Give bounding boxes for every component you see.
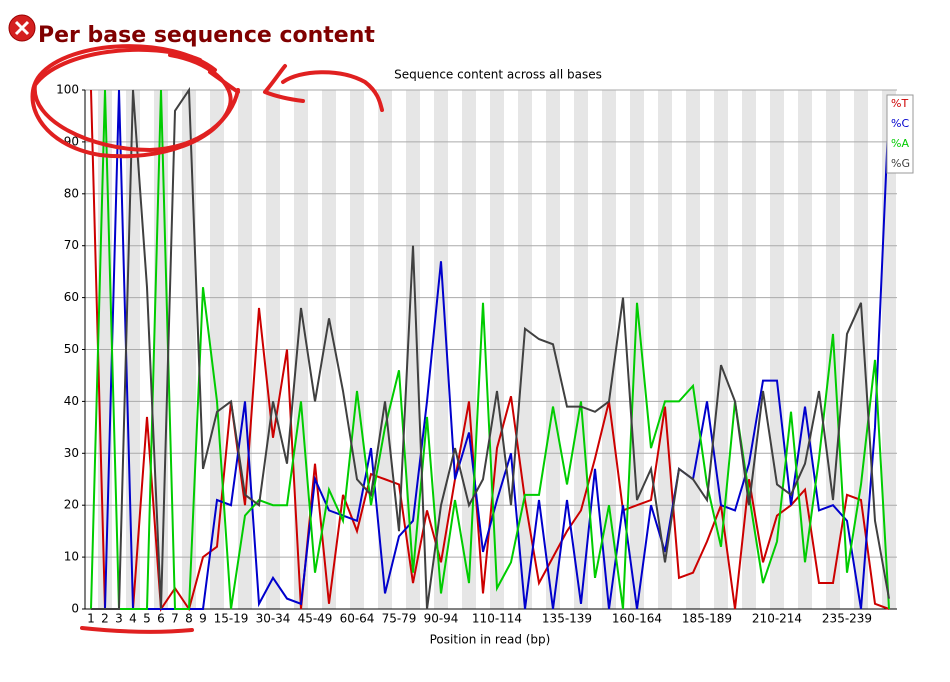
x-axis-label: Position in read (bp)	[430, 633, 551, 647]
x-tick-label: 210-214	[752, 612, 802, 626]
x-tick-label: 3	[115, 612, 123, 626]
legend-label: %T	[891, 97, 908, 110]
x-tick-label: 1	[87, 612, 95, 626]
annotation-arrow	[281, 70, 384, 112]
y-tick-label: 100	[56, 83, 79, 97]
y-tick-label: 80	[64, 186, 79, 200]
legend-box	[886, 94, 914, 174]
series-line	[90, 89, 890, 610]
annotation-circle	[32, 47, 240, 153]
series-line	[90, 89, 890, 612]
x-tick-label: 60-64	[340, 612, 375, 626]
x-tick-label: 75-79	[382, 612, 417, 626]
y-tick-label: 0	[71, 602, 79, 616]
plot: 1 2 3 4 5 6 7 8 9 15-19 30-34 45-49 60-64 75-79 90-94 1…	[56, 83, 897, 626]
chart-title: Sequence content across all bases	[394, 68, 602, 82]
x-tick-label: 7	[171, 612, 179, 626]
x-tick-label: 110-114	[472, 612, 522, 626]
y-tick-label: 60	[64, 290, 79, 304]
x-tick-label: 135-139	[542, 612, 592, 626]
annotation-underline	[80, 626, 194, 634]
series-line	[91, 86, 890, 610]
x-tick-label: 235-239	[822, 612, 872, 626]
x-tick-label: 185-189	[682, 612, 732, 626]
legend-label: %A	[891, 137, 909, 150]
x-tick-label: 4	[129, 612, 137, 626]
y-tick-label: 50	[64, 342, 79, 356]
annotation-circle	[30, 44, 233, 159]
annotations	[30, 44, 384, 634]
x-tick-label: 9	[199, 612, 207, 626]
y-tick-label: 40	[64, 394, 79, 408]
annotation-arrow	[263, 64, 305, 103]
y-tick-label: 30	[64, 446, 79, 460]
y-tick-label: 70	[64, 238, 79, 252]
y-tick-label: 10	[64, 550, 79, 564]
x-tick-label: 30-34	[256, 612, 291, 626]
x-tick-label: 45-49	[298, 612, 333, 626]
x-tick-label: 90-94	[424, 612, 459, 626]
page-title: Per base sequence content	[38, 23, 375, 48]
y-tick-label: 20	[64, 498, 79, 512]
x-tick-label: 5	[143, 612, 151, 626]
x-tick-label: 8	[185, 612, 193, 626]
x-tick-label: 6	[157, 612, 165, 626]
annotation-stroke	[208, 70, 240, 94]
x-tick-label: 15-19	[214, 612, 249, 626]
legend: %T %C %A %G	[886, 94, 914, 174]
error-icon-cross	[14, 20, 30, 36]
x-tick-label: 160-164	[612, 612, 662, 626]
legend-label: %G	[891, 157, 910, 170]
x-tick-label: 2	[101, 612, 109, 626]
legend-label: %C	[891, 117, 909, 130]
